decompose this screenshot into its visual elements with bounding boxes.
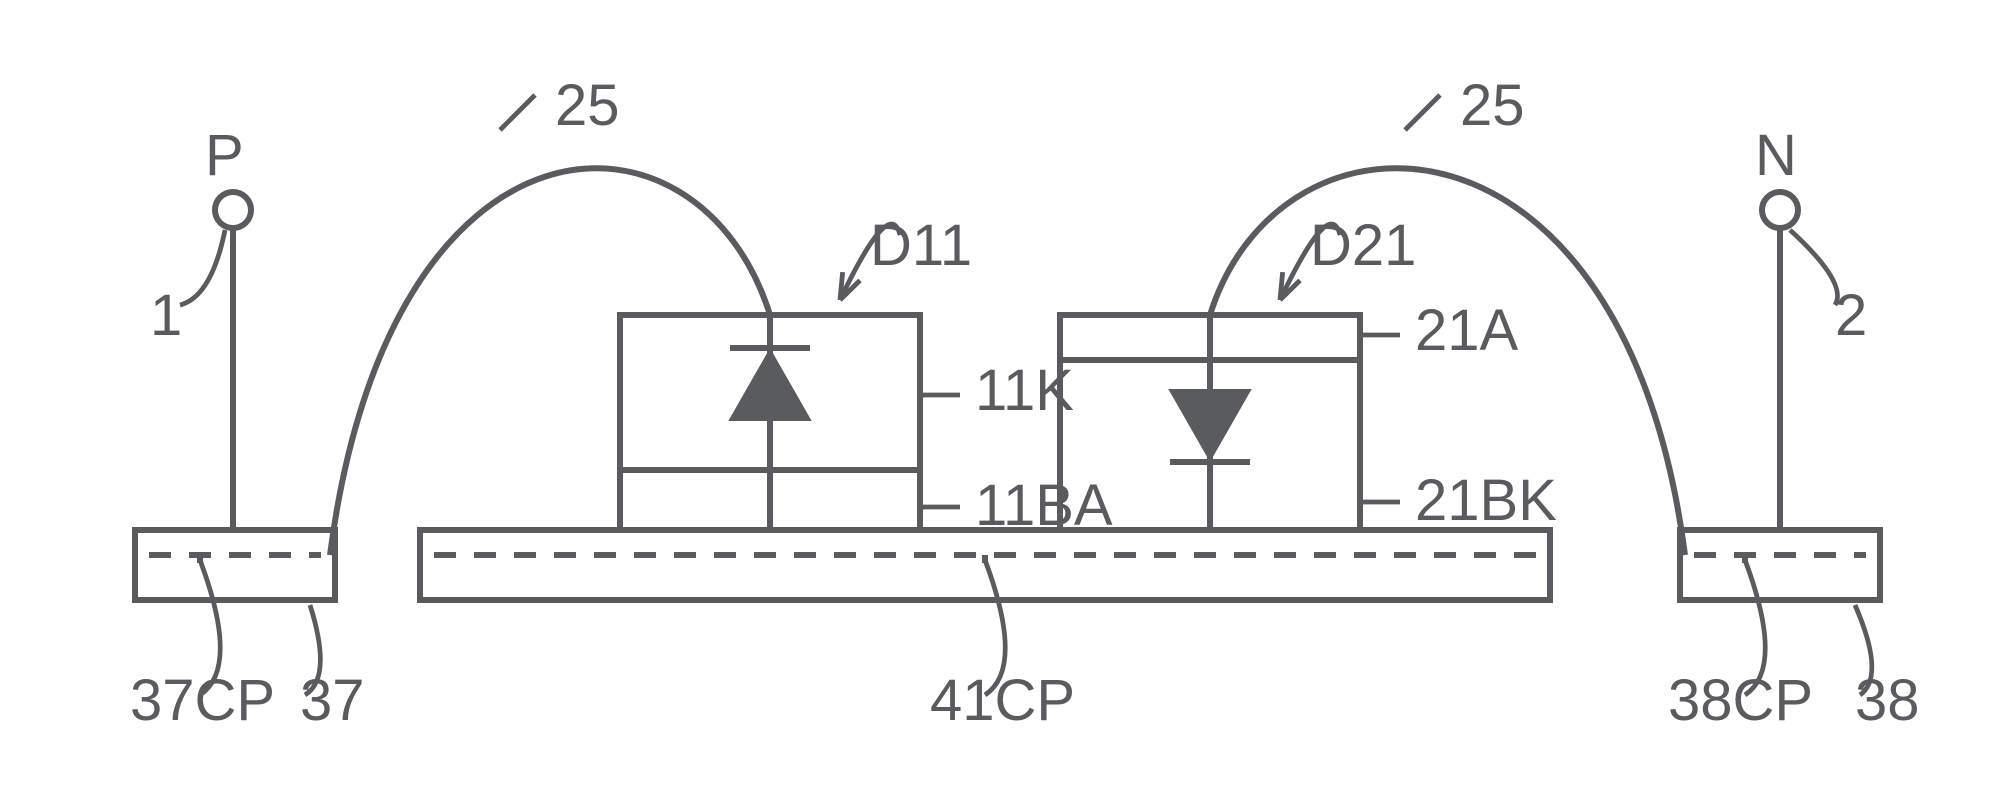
label-K11: 11K (975, 358, 1074, 423)
label-CP38: 38CP (1668, 668, 1813, 733)
label-two: 2 (1835, 283, 1867, 348)
pad-38 (1680, 530, 1880, 600)
label-BA11: 11BA (975, 473, 1113, 538)
label-N: N (1755, 123, 1797, 188)
terminal-n-icon (1762, 192, 1798, 228)
label-D11: D11 (870, 213, 972, 278)
pad-37 (135, 530, 335, 600)
terminal-p-icon (215, 192, 251, 228)
diode-d21-triangle-icon (1170, 390, 1250, 460)
label-p37: 37 (300, 668, 365, 733)
label-p38: 38 (1855, 668, 1920, 733)
label-D21: D21 (1310, 213, 1416, 278)
diode-d11-triangle-icon (730, 350, 810, 420)
label-w25R: 25 (1460, 73, 1525, 138)
label-CP41: 41CP (930, 668, 1075, 733)
label-P: P (205, 123, 244, 188)
label-CP37: 37CP (130, 668, 275, 733)
label-w25L: 25 (555, 73, 620, 138)
bond-wire-left (330, 168, 770, 555)
label-A21: 21A (1415, 298, 1519, 363)
label-BK21: 21BK (1415, 468, 1557, 533)
label-one: 1 (150, 283, 182, 348)
